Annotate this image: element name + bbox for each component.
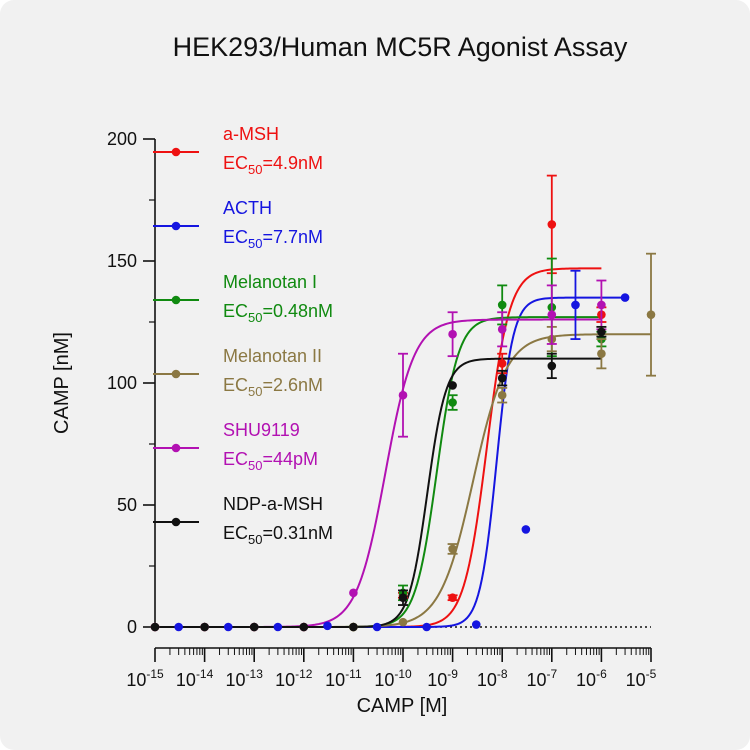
data-point-acth bbox=[273, 622, 283, 632]
legend-marker bbox=[171, 369, 181, 379]
legend-entry-ndp-a-msh: NDP-a-MSH EC50=0.31nM bbox=[153, 494, 333, 547]
data-point-shu9119 bbox=[547, 310, 557, 319]
legend-entry-melanotan-i: Melanotan I EC50=0.48nM bbox=[153, 272, 333, 325]
data-point-acth bbox=[323, 621, 332, 631]
data-point-melanotan-i bbox=[448, 398, 457, 407]
legend-name: ACTH bbox=[223, 198, 272, 218]
x-tick-label: 10-15 bbox=[126, 667, 164, 690]
legend-entry-a-msh: a-MSH EC50=4.9nM bbox=[153, 124, 323, 177]
data-point-melanotan-ii bbox=[398, 617, 408, 627]
data-point-ndp-a-msh bbox=[448, 381, 457, 390]
legend-marker bbox=[171, 517, 181, 527]
y-tick-label: 0 bbox=[127, 617, 137, 637]
data-point-acth bbox=[422, 622, 431, 632]
legend-entry-shu9119: SHU9119 EC50=44pM bbox=[153, 420, 318, 473]
legend-ec50: EC50=4.9nM bbox=[223, 153, 323, 177]
data-point-melanotan-ii bbox=[597, 349, 606, 359]
y-axis-label: CAMP [nM] bbox=[51, 332, 73, 434]
legend-ec50: EC50=2.6nM bbox=[223, 375, 323, 399]
data-point-melanotan-ii bbox=[497, 390, 507, 400]
data-point-ndp-a-msh bbox=[249, 622, 259, 632]
legend-name: Melanotan I bbox=[223, 272, 317, 292]
legend-marker bbox=[171, 295, 181, 305]
legend-marker bbox=[171, 221, 181, 231]
data-point-a-msh bbox=[547, 220, 557, 229]
data-point-shu9119 bbox=[448, 329, 457, 339]
x-tick-label: 10-9 bbox=[427, 667, 458, 690]
legend-ec50: EC50=7.7nM bbox=[223, 227, 323, 251]
data-point-shu9119 bbox=[497, 325, 507, 334]
legend-name: a-MSH bbox=[223, 124, 279, 144]
x-axis-label: CAMP [M] bbox=[357, 695, 448, 717]
y-tick-label: 200 bbox=[107, 129, 137, 149]
fit-curve-ndp-a-msh bbox=[155, 357, 602, 628]
fit-curve-a-msh bbox=[155, 267, 602, 628]
data-points bbox=[150, 174, 656, 632]
legend-entry-acth: ACTH EC50=7.7nM bbox=[153, 198, 323, 251]
legend-name: NDP-a-MSH bbox=[223, 494, 323, 514]
data-point-shu9119 bbox=[349, 588, 358, 598]
data-point-ndp-a-msh bbox=[547, 361, 557, 371]
x-tick-label: 10-7 bbox=[526, 667, 557, 690]
data-point-ndp-a-msh bbox=[299, 622, 309, 632]
legend-name: SHU9119 bbox=[223, 420, 300, 440]
data-point-a-msh bbox=[448, 593, 457, 603]
fit-curves bbox=[155, 267, 651, 628]
legend-entry-melanotan-ii: Melanotan II EC50=2.6nM bbox=[153, 346, 323, 399]
y-tick-label: 100 bbox=[107, 373, 137, 393]
data-point-shu9119 bbox=[398, 390, 408, 400]
x-tick-label: 10-14 bbox=[176, 667, 214, 690]
x-tick-label: 10-5 bbox=[626, 667, 657, 690]
data-point-ndp-a-msh bbox=[398, 593, 408, 603]
x-tick-label: 10-11 bbox=[325, 667, 362, 690]
y-tick-label: 150 bbox=[107, 251, 137, 271]
x-tick-label: 10-8 bbox=[477, 667, 508, 690]
legend-ec50: EC50=44pM bbox=[223, 449, 318, 473]
legend-marker bbox=[171, 147, 181, 157]
x-tick-label: 10-12 bbox=[275, 667, 313, 690]
data-point-acth bbox=[471, 620, 481, 629]
data-point-acth bbox=[223, 622, 233, 632]
fit-curve-melanotan-i bbox=[155, 316, 602, 628]
data-point-a-msh bbox=[497, 359, 507, 368]
data-point-acth bbox=[372, 622, 382, 632]
x-tick-label: 10-6 bbox=[576, 667, 607, 690]
legend: a-MSH EC50=4.9nM ACTH EC50=7.7nM Melanotan I… bbox=[153, 124, 333, 547]
data-point-shu9119 bbox=[597, 300, 606, 310]
y-tick-label: 50 bbox=[117, 495, 137, 515]
data-point-ndp-a-msh bbox=[150, 622, 160, 632]
data-point-ndp-a-msh bbox=[200, 622, 209, 632]
data-point-melanotan-i bbox=[497, 300, 507, 310]
data-point-ndp-a-msh bbox=[597, 327, 606, 337]
data-point-acth bbox=[521, 525, 531, 534]
fit-curve-shu9119 bbox=[155, 318, 602, 628]
data-point-acth bbox=[174, 622, 183, 632]
legend-name: Melanotan II bbox=[223, 346, 322, 366]
legend-marker bbox=[171, 443, 181, 453]
data-point-ndp-a-msh bbox=[349, 622, 358, 632]
data-point-acth bbox=[571, 300, 580, 310]
x-tick-label: 10-10 bbox=[374, 667, 412, 690]
legend-ec50: EC50=0.48nM bbox=[223, 301, 333, 325]
x-tick-label: 10-13 bbox=[226, 667, 264, 690]
legend-ec50: EC50=0.31nM bbox=[223, 523, 333, 547]
chart-title: HEK293/Human MC5R Agonist Assay bbox=[173, 32, 628, 62]
data-point-melanotan-ii bbox=[646, 310, 656, 319]
data-point-ndp-a-msh bbox=[497, 373, 507, 383]
axes: 0 50 100 150 200 10-15 10-14 10-13 10-12 10-11 10-… bbox=[107, 129, 657, 690]
data-point-melanotan-ii bbox=[448, 544, 457, 554]
data-point-acth bbox=[620, 293, 630, 302]
